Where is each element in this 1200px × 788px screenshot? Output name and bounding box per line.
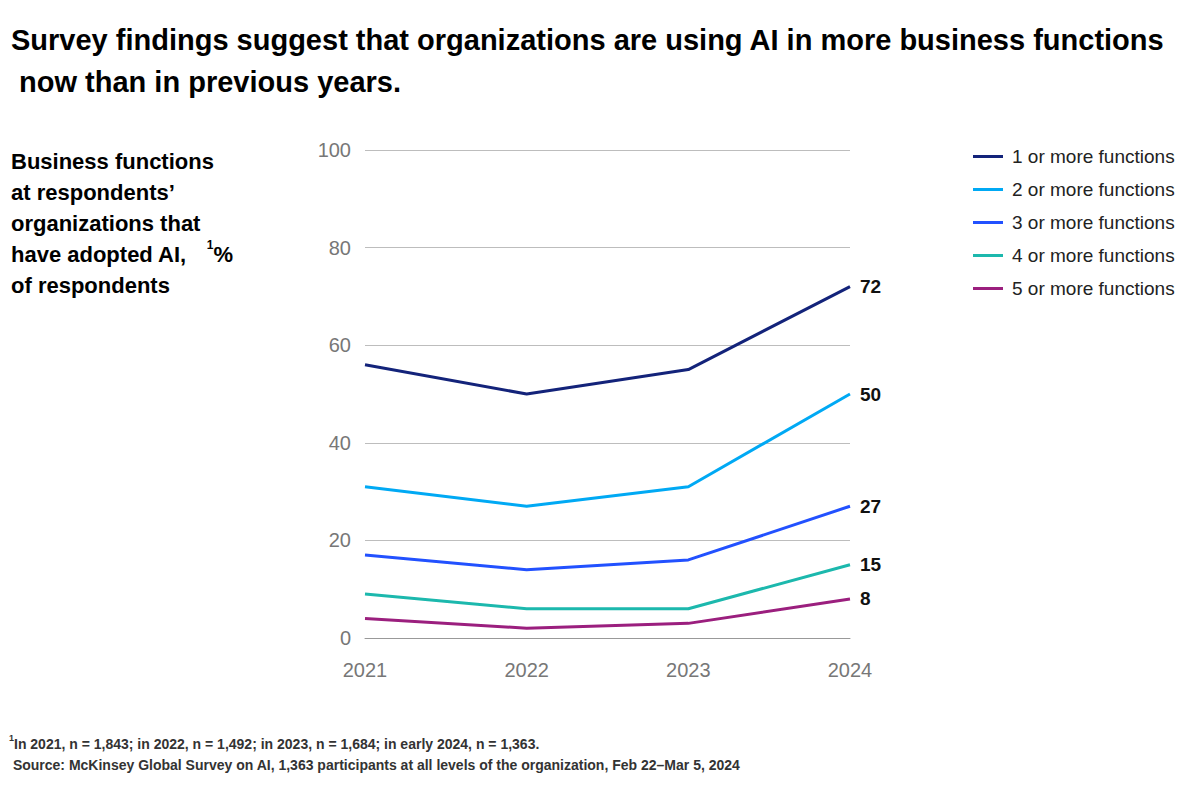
svg-text:1 or more functions: 1 or more functions [1012,146,1175,167]
svg-text:of respondents: of respondents [11,273,170,298]
svg-text:Source: McKinsey Global Survey: Source: McKinsey Global Survey on AI, 1,… [9,757,740,773]
svg-text:0: 0 [340,627,351,649]
svg-text:60: 60 [329,334,351,356]
svg-text:2024: 2024 [828,659,873,681]
svg-text:1: 1 [206,238,214,252]
svg-text:80: 80 [329,237,351,259]
svg-text:Business functions: Business functions [11,149,220,174]
svg-text:have adopted AI,: have adopted AI, [11,242,186,267]
svg-text:100: 100 [318,139,351,161]
svg-text:2022: 2022 [504,659,549,681]
svg-text:4 or more functions: 4 or more functions [1012,245,1175,266]
svg-text:15: 15 [860,554,882,575]
svg-text:2 or more functions: 2 or more functions [1012,179,1175,200]
svg-text:Survey findings suggest that o: Survey findings suggest that organizatio… [11,24,1164,56]
svg-text:In 2021, n = 1,843; in 2022, n: In 2021, n = 1,843; in 2022, n = 1,492; … [14,736,539,752]
svg-text:2023: 2023 [666,659,711,681]
svg-text:50: 50 [860,384,881,405]
svg-text:%: % [213,242,239,267]
svg-text:2021: 2021 [343,659,388,681]
svg-text:organizations that: organizations that [11,211,207,236]
svg-text:3 or more functions: 3 or more functions [1012,212,1175,233]
svg-text:now than in previous years.: now than in previous years. [11,66,401,98]
svg-text:27: 27 [860,496,881,517]
svg-text:72: 72 [860,276,881,297]
svg-text:1: 1 [9,732,14,743]
svg-text:8: 8 [860,588,871,609]
svg-text:40: 40 [329,432,351,454]
svg-text:at respondents’: at respondents’ [11,180,180,205]
svg-text:20: 20 [329,529,351,551]
svg-text:5 or more functions: 5 or more functions [1012,278,1175,299]
